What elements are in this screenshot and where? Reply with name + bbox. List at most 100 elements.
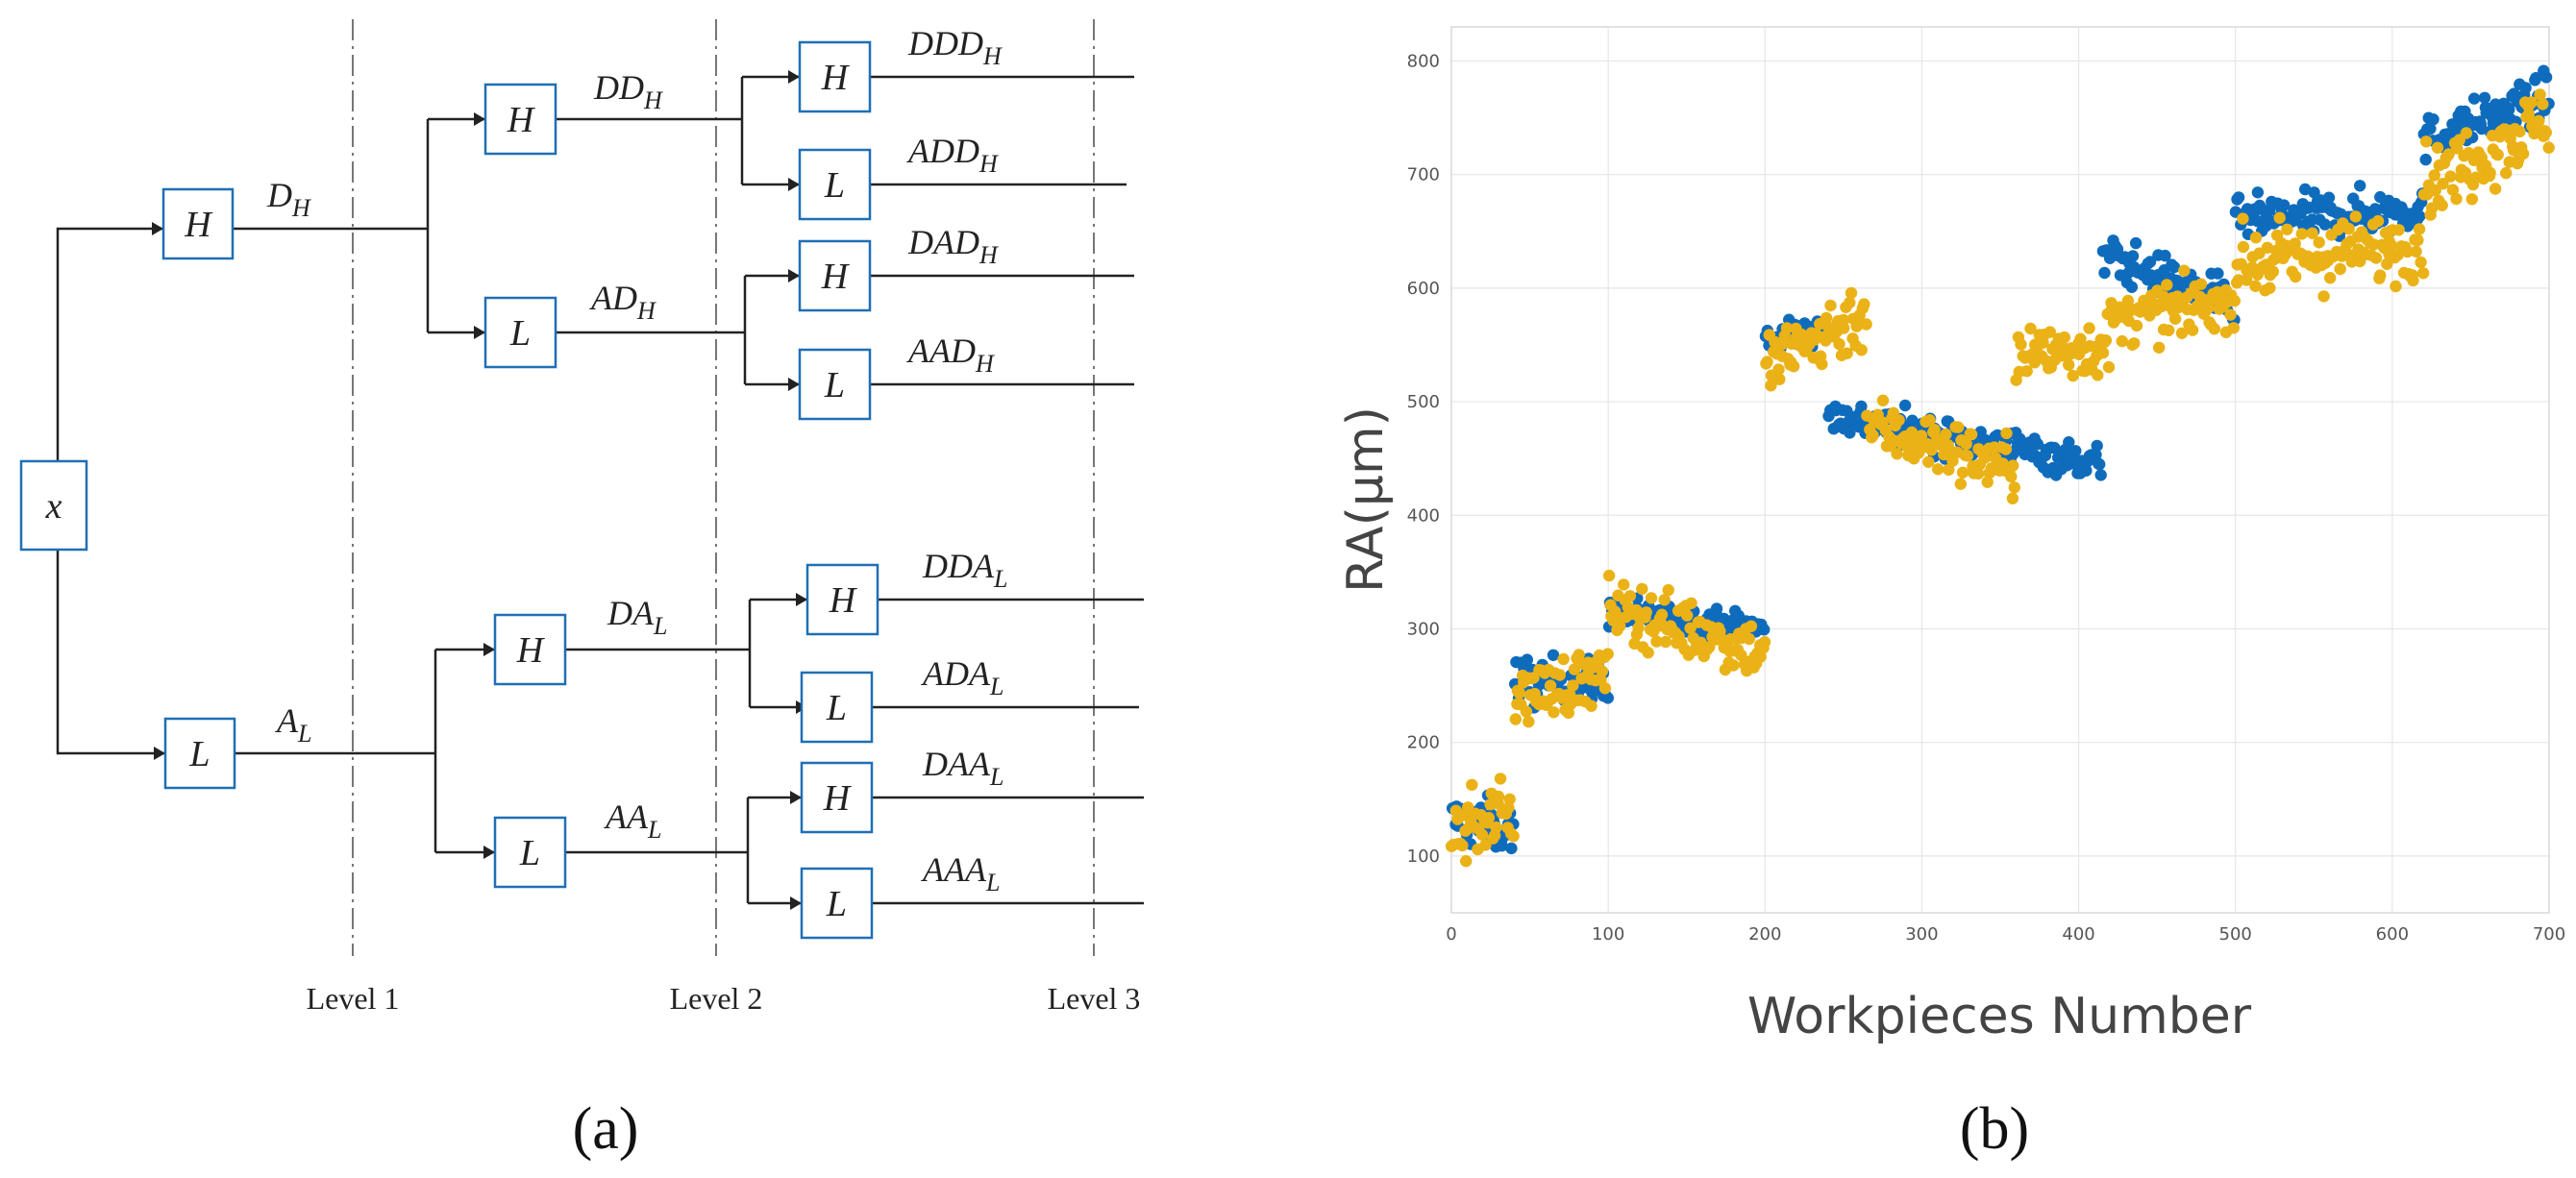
- scatter-point: [2069, 445, 2082, 457]
- scatter-point: [2514, 125, 2526, 138]
- scatter-point: [2237, 212, 2249, 225]
- scatter-point: [2484, 166, 2496, 179]
- coef-label: ADH: [589, 279, 656, 325]
- node-label: L: [824, 365, 845, 405]
- scatter-point: [2074, 332, 2087, 345]
- scatter-point: [2024, 322, 2037, 335]
- scatter-point: [1601, 692, 1615, 704]
- scatter-point: [2006, 492, 2019, 504]
- scatter-point: [1824, 299, 1837, 312]
- scatter-point: [1761, 356, 1773, 368]
- level-1-label: Level 1: [307, 981, 400, 1016]
- scatter-point: [2161, 279, 2173, 291]
- node-l-level3-8: L: [800, 867, 874, 940]
- scatter-point: [2491, 148, 2504, 161]
- y-tick-label: 200: [1407, 733, 1440, 753]
- scatter-point: [1507, 830, 1520, 843]
- scatter-point: [1841, 405, 1853, 417]
- scatter-point: [2227, 322, 2240, 334]
- node-box: [805, 563, 879, 636]
- scatter-point: [1787, 360, 1800, 373]
- scatter-point: [2232, 191, 2245, 204]
- scatter-point: [2424, 122, 2437, 135]
- scatter-point: [2419, 153, 2432, 166]
- scatter-point: [1632, 622, 1645, 634]
- scatter-point: [2202, 302, 2215, 314]
- scatter-point: [2043, 326, 2056, 338]
- coef-subscript: H: [643, 86, 663, 114]
- scatter-point: [1860, 318, 1872, 331]
- scatter-point: [1855, 344, 1868, 356]
- node-l-level3-6: L: [800, 671, 874, 744]
- scatter-point: [2416, 267, 2430, 280]
- scatter-point: [2237, 240, 2250, 254]
- scatter-point: [2091, 439, 2103, 453]
- scatter-point: [1650, 635, 1663, 648]
- coef-base: DDD: [907, 24, 983, 62]
- coefficient-labels: DHALDDHADHDALAALDDDHADDHDADHAADHDDALADAL…: [266, 24, 1007, 896]
- scatter-point: [2264, 282, 2276, 294]
- node-box: [800, 671, 874, 744]
- scatter-points: [1445, 64, 2555, 868]
- coef-base: AAA: [921, 850, 987, 889]
- coef-subscript: H: [975, 350, 995, 378]
- scatter-point: [1981, 476, 1994, 488]
- scatter-point: [2374, 269, 2387, 282]
- scatter-point: [1820, 311, 1833, 325]
- scatter-point: [2428, 169, 2440, 182]
- scatter-point: [2539, 71, 2553, 84]
- scatter-point: [2128, 337, 2141, 350]
- coef-label: DADH: [907, 223, 999, 269]
- scatter-point: [2467, 92, 2481, 105]
- scatter-point: [1965, 428, 1978, 441]
- scatter-point: [1513, 687, 1525, 699]
- node-box: [483, 296, 557, 369]
- coef-label: AAL: [604, 798, 661, 844]
- scatter-point: [2412, 233, 2424, 247]
- scatter-point: [2415, 256, 2427, 269]
- scatter-point: [1636, 582, 1648, 596]
- scatter-point: [1601, 648, 1614, 660]
- scatter-point: [2163, 324, 2175, 336]
- scatter-point: [2092, 369, 2104, 381]
- scatter-point: [1640, 606, 1652, 619]
- coef-subscript: H: [978, 241, 999, 269]
- x-tick-label: 600: [2376, 924, 2409, 945]
- scatter-point: [1490, 821, 1502, 834]
- scatter-point: [2005, 470, 2018, 483]
- node-box: [493, 613, 567, 686]
- coef-base: AAD: [906, 331, 976, 370]
- scatter-point: [2390, 280, 2402, 293]
- coef-label: DDDH: [907, 24, 1003, 70]
- scatter-point: [2090, 449, 2102, 461]
- coef-label: DAAL: [922, 745, 1003, 791]
- x-tick-label: 100: [1592, 924, 1624, 945]
- scatter-point: [1758, 624, 1771, 636]
- scatter-point: [1743, 632, 1756, 646]
- node-h-level1: H: [161, 187, 235, 260]
- scatter-point: [2322, 191, 2336, 204]
- scatter-point: [2121, 294, 2135, 307]
- scatter-point: [1658, 594, 1671, 606]
- scatter-point: [1992, 429, 2004, 442]
- scatter-point: [2306, 227, 2318, 239]
- coef-label: AAAL: [921, 850, 1000, 896]
- scatter-point: [2533, 114, 2545, 128]
- scatter-point: [1553, 669, 1567, 681]
- scatter-point: [1685, 597, 1697, 609]
- scatter-point: [1681, 609, 1694, 622]
- scatter-point: [2093, 458, 2106, 471]
- coef-subscript: L: [993, 565, 1007, 593]
- node-l-level1: L: [163, 717, 236, 790]
- scatter-point: [2212, 267, 2224, 280]
- scatter-point: [1503, 793, 1516, 805]
- scatter-point: [2444, 170, 2457, 183]
- scatter-point: [2413, 223, 2426, 235]
- scatter-point: [2407, 274, 2419, 287]
- scatter-point: [1858, 298, 1870, 310]
- node-label: L: [519, 833, 540, 873]
- scatter-point: [1573, 649, 1585, 661]
- node-label: H: [823, 778, 853, 819]
- y-tick-label: 800: [1407, 51, 1440, 71]
